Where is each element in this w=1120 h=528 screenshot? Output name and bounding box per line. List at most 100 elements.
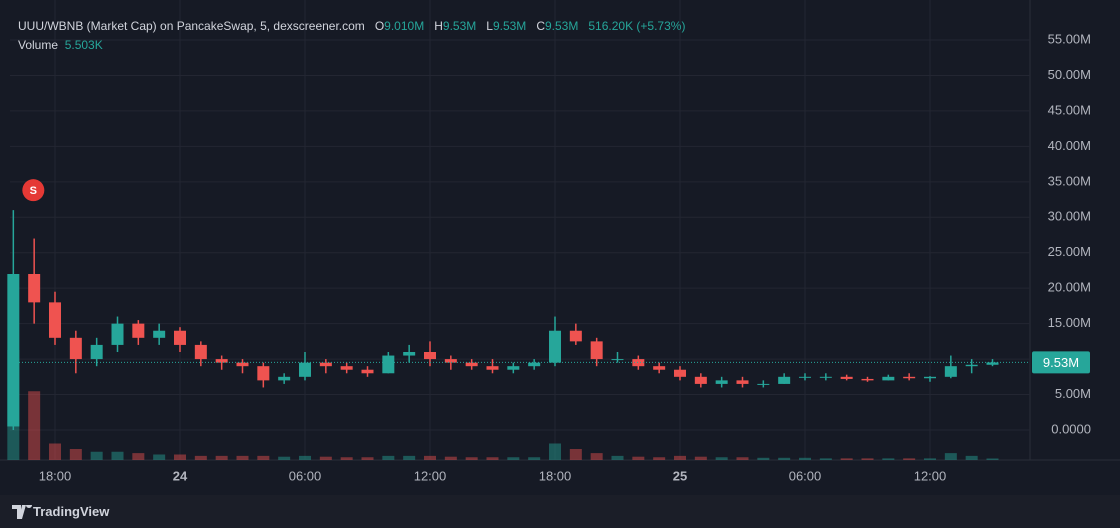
candle-body — [361, 369, 374, 374]
ohlc-key: C — [536, 19, 545, 33]
candle-body — [444, 359, 457, 363]
candle-body — [299, 362, 311, 377]
y-tick-label: 5.00M — [1055, 386, 1091, 401]
candle-body — [819, 376, 832, 378]
volume-bar — [819, 458, 832, 460]
volume-key: Volume — [18, 38, 59, 52]
volume-bar — [799, 457, 811, 460]
y-tick-label: 15.00M — [1048, 315, 1091, 330]
candle-body — [924, 376, 936, 379]
candle-body — [549, 330, 561, 363]
last-price-box — [1032, 351, 1090, 374]
x-tick-label: 06:00 — [789, 468, 822, 483]
volume-bar — [986, 458, 999, 460]
volume-bar — [715, 457, 728, 460]
candle-body — [174, 330, 186, 345]
volume-bar — [153, 454, 166, 460]
y-tick-label: 25.00M — [1048, 244, 1091, 259]
volume-bar — [924, 458, 936, 460]
volume-bar — [674, 455, 686, 460]
y-tick-label: 45.00M — [1048, 102, 1091, 117]
candle-body — [465, 362, 478, 367]
volume-bar — [424, 455, 436, 460]
volume-bar — [382, 455, 395, 460]
y-tick-label: 55.00M — [1048, 31, 1091, 46]
volume-bar — [111, 451, 124, 460]
volume-bar — [590, 453, 603, 460]
volume-bar — [132, 453, 145, 460]
y-tick-label: 35.00M — [1048, 173, 1091, 188]
candle-body — [69, 337, 82, 360]
candle-body — [236, 362, 249, 367]
candle-body — [278, 376, 291, 381]
candle-body — [944, 366, 957, 377]
legend-header: UUU/WBNB (Market Cap) on PancakeSwap, 5,… — [18, 17, 685, 55]
signal-label: S — [30, 185, 37, 197]
x-tick-label: 24 — [173, 468, 188, 483]
candle-body — [799, 376, 811, 378]
candle-body — [590, 341, 603, 360]
y-tick-label: 20.00M — [1048, 280, 1091, 295]
volume-bar — [236, 455, 249, 460]
volume-bar — [257, 455, 270, 460]
y-tick-label: 50.00M — [1048, 67, 1091, 82]
candle-body — [7, 274, 20, 427]
ohlc-value: 9.010M — [384, 19, 425, 33]
candle-body — [965, 364, 978, 367]
volume-bar — [965, 455, 978, 460]
x-tick-label: 12:00 — [414, 468, 447, 483]
volume-bar — [486, 457, 499, 460]
candle-body — [194, 344, 207, 360]
volume-bar — [778, 457, 791, 460]
candle-body — [715, 380, 728, 384]
candle-body — [257, 366, 270, 381]
x-tick-label: 25 — [673, 468, 687, 483]
volume-bar — [549, 443, 561, 460]
volume-bar — [69, 449, 82, 460]
brand: TradingView — [33, 504, 110, 519]
volume-bar — [215, 455, 228, 460]
ohlc-key: H — [434, 19, 443, 33]
volume-bar — [194, 455, 207, 460]
volume-bar — [319, 456, 332, 460]
volume-bar — [278, 456, 291, 460]
candle-body — [528, 362, 541, 367]
candle-body — [153, 330, 166, 338]
volume-bar — [28, 391, 41, 460]
ohlc-key: L — [486, 19, 493, 33]
candle-body — [111, 323, 124, 345]
volume-bar — [507, 457, 520, 460]
volume-bar — [736, 457, 749, 460]
candle-body — [90, 344, 103, 360]
candle-body — [424, 352, 436, 360]
volume-bar — [361, 457, 374, 460]
volume-value: 5.503K — [64, 38, 103, 52]
candle-body — [694, 376, 707, 384]
footer: TradingView — [0, 495, 1120, 528]
signal-marker — [22, 179, 45, 202]
candle-body — [861, 378, 874, 381]
logo — [12, 505, 32, 519]
volume-bar — [528, 457, 541, 460]
candle-body — [382, 355, 395, 374]
volume-bar — [49, 443, 61, 460]
candle-body — [674, 369, 686, 377]
candle-body — [132, 323, 145, 338]
volume-bar — [944, 453, 957, 460]
candle-body — [569, 330, 582, 342]
candle-body — [49, 302, 61, 338]
candle-body — [840, 376, 853, 379]
candle-body — [632, 359, 645, 367]
candle-body — [903, 376, 916, 379]
volume-bar — [340, 457, 353, 460]
volume-bar — [757, 457, 770, 460]
candle-body — [653, 366, 666, 370]
y-tick-label: 0.0000 — [1051, 421, 1091, 436]
volume-bar — [569, 449, 582, 460]
volume-bar — [653, 457, 666, 460]
candle-body — [340, 366, 353, 370]
candle-body — [403, 352, 416, 356]
volume-bar — [632, 456, 645, 460]
candle-body — [507, 366, 520, 370]
